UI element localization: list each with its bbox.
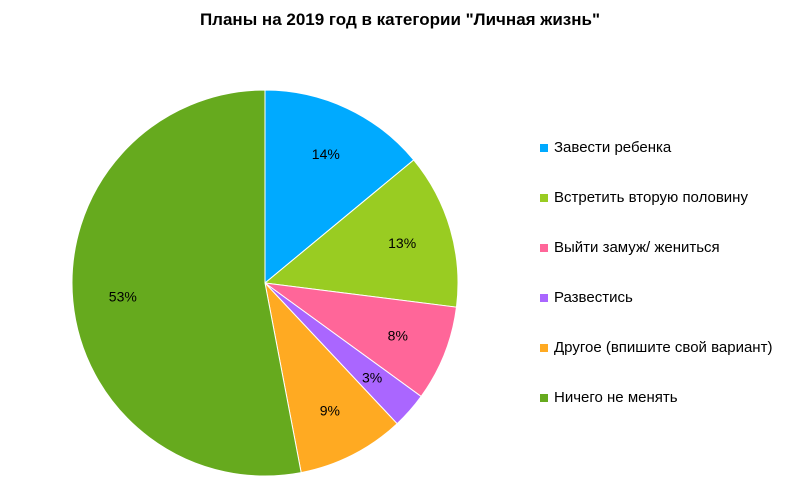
legend-swatch-6 <box>540 394 548 402</box>
chart-title: Планы на 2019 год в категории "Личная жи… <box>199 10 601 29</box>
pie-slice-5 <box>264 281 398 474</box>
pie-slice-1 <box>264 89 415 285</box>
pie-slice-6 <box>71 89 302 477</box>
legend-label-2: Встретить вторую половину <box>554 189 748 206</box>
legend-label-3: Выйти замуж/ жениться <box>554 239 720 256</box>
slice-value-label-2: 13% <box>388 235 416 251</box>
pie-slice-3 <box>264 282 458 398</box>
slice-value-label-3: 8% <box>388 328 408 344</box>
legend-swatch-2 <box>540 194 548 202</box>
legend-swatch-3 <box>540 244 548 252</box>
legend-swatch-4 <box>540 294 548 302</box>
legend-label-5: Другое (впишите свой вариант) <box>554 339 773 356</box>
legend-label-1: Завести ребенка <box>554 139 672 156</box>
slice-value-label-4: 3% <box>362 369 382 385</box>
legend-swatch-5 <box>540 344 548 352</box>
pie-slice-2 <box>263 159 459 308</box>
slice-value-label-6: 53% <box>109 288 137 304</box>
pie-slices <box>71 89 459 477</box>
legend-swatch-1 <box>540 144 548 152</box>
legend-label-6: Ничего не менять <box>554 389 678 406</box>
slice-value-label-5: 9% <box>320 402 340 418</box>
pie-value-labels: 14% 13% 8% 3% 9% 53% <box>109 146 416 418</box>
legend-label-4: Развестись <box>554 289 633 306</box>
pie-chart: 14% 13% 8% 3% 9% 53% <box>71 89 459 477</box>
slice-value-label-1: 14% <box>312 146 340 162</box>
